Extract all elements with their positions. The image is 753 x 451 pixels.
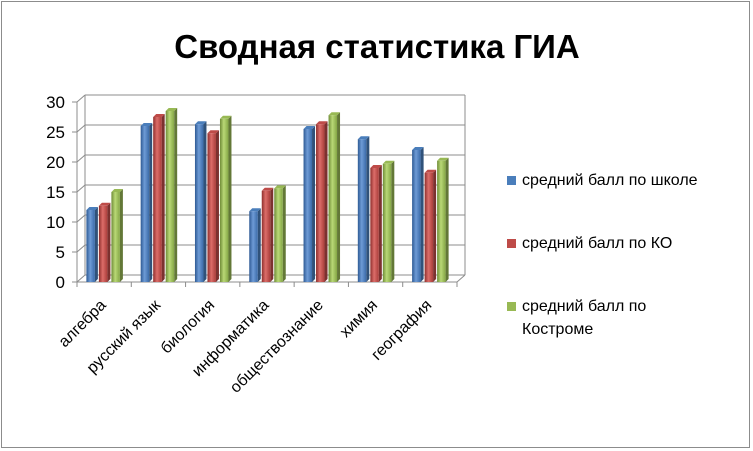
bar <box>86 207 98 282</box>
legend: средний балл по школе средний балл по КО с… <box>507 172 698 338</box>
legend-item: средний балл по КО <box>507 235 672 252</box>
bar <box>328 112 341 282</box>
bar <box>303 126 316 282</box>
gridline-depth <box>76 184 86 193</box>
gridline-depth <box>76 214 86 223</box>
legend-swatch <box>507 302 516 311</box>
bar <box>261 187 274 282</box>
legend-item: средний балл по Костроме <box>507 298 646 338</box>
bar <box>437 157 449 282</box>
bars <box>86 108 449 282</box>
legend-label: средний балл по школе <box>522 172 698 189</box>
bar <box>111 189 123 282</box>
bar <box>412 147 424 282</box>
gridline-depth <box>76 94 86 103</box>
x-category-label: алгебра <box>56 297 110 351</box>
bar <box>140 123 153 282</box>
y-tick-labels: 0 5 10 15 20 25 30 <box>46 93 65 292</box>
x-category-label: химия <box>337 297 381 341</box>
y-tick-label: 10 <box>46 213 65 232</box>
bar <box>424 169 437 282</box>
legend-label: Костроме <box>522 321 593 338</box>
gridline-depth <box>76 154 86 163</box>
bar <box>98 202 111 282</box>
y-tick-label: 20 <box>46 153 65 172</box>
bar <box>382 160 395 282</box>
y-tick-label: 0 <box>56 273 65 292</box>
y-tick-label: 15 <box>46 183 65 202</box>
bar <box>153 114 165 282</box>
bar <box>219 115 232 282</box>
y-tick-label: 5 <box>56 243 65 262</box>
bar <box>357 136 370 282</box>
bar <box>165 108 178 282</box>
legend-swatch <box>507 176 516 185</box>
bar <box>207 130 219 282</box>
bar <box>194 121 207 282</box>
bar <box>316 121 328 282</box>
y-tick-label: 30 <box>46 93 65 112</box>
legend-label: средний балл по <box>522 298 646 315</box>
legend-label: средний балл по КО <box>522 235 672 252</box>
legend-swatch <box>507 239 516 248</box>
legend-item: средний балл по школе <box>507 172 698 189</box>
y-tick-label: 25 <box>46 123 65 142</box>
chart-title: Сводная статистика ГИА <box>174 28 579 65</box>
x-category-label: обществознание <box>227 297 327 397</box>
bar <box>249 208 261 282</box>
gridline-depth <box>76 124 86 133</box>
bar <box>370 165 382 282</box>
gridline-depth <box>76 274 86 283</box>
gridline-depth <box>76 244 86 253</box>
x-axis-depth <box>456 274 466 283</box>
bar <box>274 185 286 282</box>
